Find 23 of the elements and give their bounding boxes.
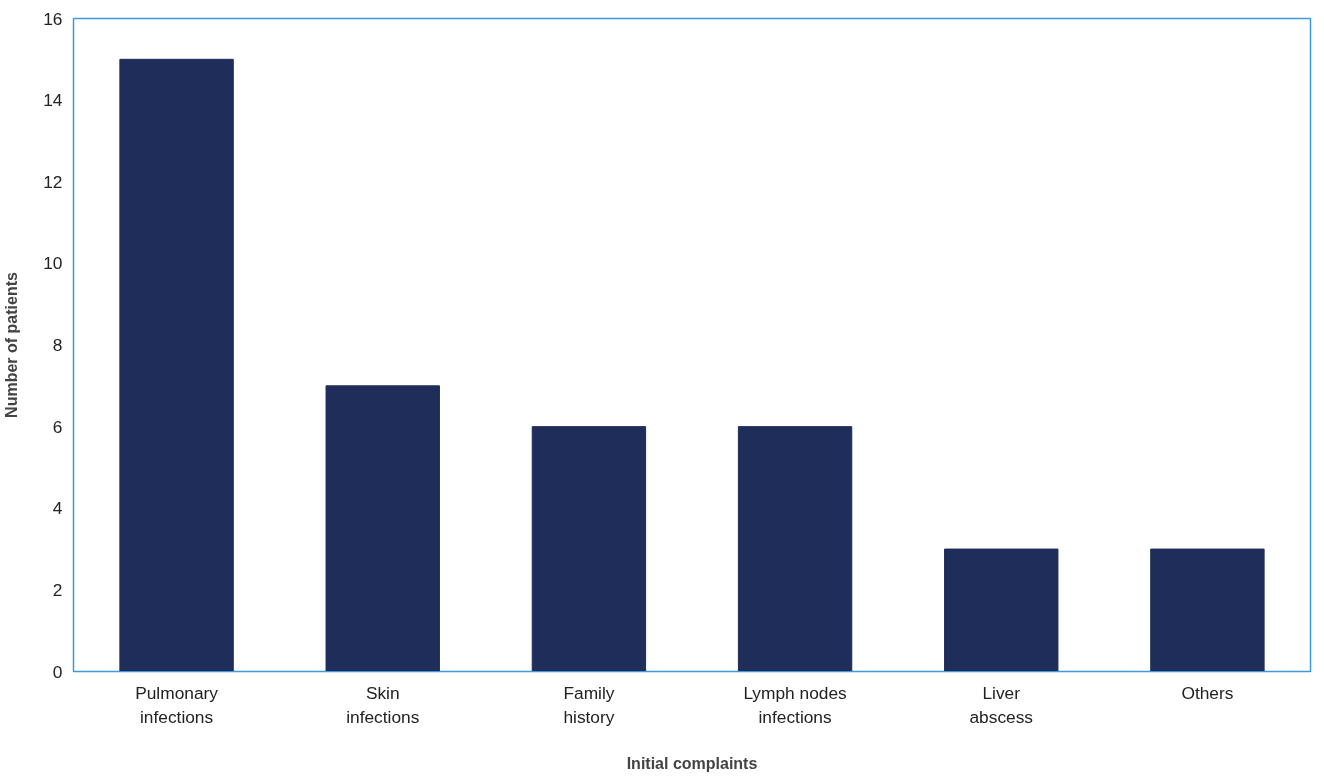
x-tick-label: Lymph nodes infections	[743, 682, 848, 727]
bar	[1150, 548, 1265, 672]
y-tick-label: 2	[52, 579, 63, 600]
y-tick-label: 0	[52, 661, 63, 682]
bar	[119, 58, 234, 672]
bar	[737, 426, 853, 672]
y-tick-label: 14	[43, 90, 63, 111]
x-tick-label: Others	[1181, 682, 1234, 703]
y-tick-label: 8	[52, 335, 63, 355]
y-tick-label: 12	[43, 171, 63, 192]
bar	[325, 385, 440, 672]
y-tick-label: 16	[43, 8, 63, 29]
y-axis-title: Number of patients	[3, 272, 21, 418]
y-tick-label: 10	[43, 253, 63, 274]
x-axis-title: Initial complaints	[626, 754, 758, 772]
bar	[531, 426, 647, 672]
bar	[944, 548, 1059, 672]
y-tick-label: 4	[52, 498, 63, 519]
x-tick-label: Skin infections	[346, 682, 420, 727]
x-tick-label: Pulmonary infections	[135, 682, 219, 727]
x-tick-label: Family history	[563, 682, 615, 727]
y-tick-label: 6	[52, 416, 63, 437]
x-tick-label: Liver abscess	[969, 682, 1034, 727]
